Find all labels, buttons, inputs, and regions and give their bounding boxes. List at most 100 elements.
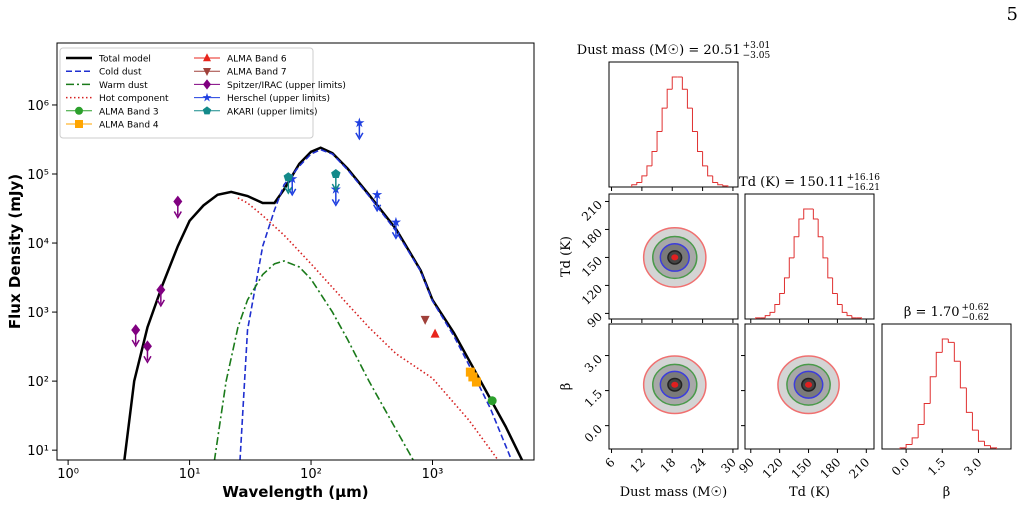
histogram-step bbox=[631, 184, 637, 187]
histogram-step bbox=[702, 151, 708, 167]
panel-title: β = 1.70 bbox=[904, 305, 960, 320]
histogram-step bbox=[686, 89, 693, 109]
histogram-step bbox=[666, 88, 673, 109]
histogram-step bbox=[779, 292, 785, 305]
histogram-step bbox=[941, 338, 949, 353]
x-tick-label: 120 bbox=[760, 455, 786, 481]
histogram-step bbox=[841, 304, 848, 313]
y-tick-label: 10⁴ bbox=[27, 237, 49, 252]
y-tick-label: 10³ bbox=[27, 306, 49, 321]
histogram-step bbox=[661, 107, 668, 132]
legend-label: Total model bbox=[98, 55, 151, 65]
x-tick-label: 210 bbox=[846, 455, 872, 481]
histogram-step bbox=[971, 412, 979, 431]
x-tick-label: 10² bbox=[300, 467, 322, 482]
contour-peak bbox=[671, 254, 679, 261]
panel-title: Td (K) = 150.11 bbox=[739, 175, 845, 190]
x-tick-label: 90 bbox=[736, 455, 757, 476]
upper-limit-head bbox=[156, 299, 165, 308]
x-tick-label: 10³ bbox=[422, 467, 444, 482]
data-point bbox=[331, 169, 341, 179]
y-tick-label: 120 bbox=[579, 282, 605, 308]
panel-title-sub: −0.62 bbox=[962, 313, 990, 323]
data-point bbox=[287, 173, 298, 184]
histogram-step bbox=[817, 219, 823, 238]
histogram-step bbox=[929, 376, 937, 404]
histogram-step bbox=[953, 342, 961, 362]
upper-limit-head bbox=[355, 132, 364, 141]
histogram-step bbox=[769, 311, 775, 316]
panel-frame bbox=[744, 193, 875, 320]
histogram-step bbox=[959, 361, 967, 389]
model-curve bbox=[213, 260, 415, 460]
upper-limit-head bbox=[331, 183, 340, 192]
histogram-step bbox=[822, 236, 828, 259]
panel-title-sub: −3.05 bbox=[743, 51, 771, 61]
model-curve bbox=[237, 197, 499, 460]
data-point bbox=[173, 195, 183, 208]
histogram-step bbox=[646, 165, 652, 176]
histogram-step bbox=[681, 77, 688, 90]
legend-label: ALMA Band 3 bbox=[99, 107, 159, 117]
legend-marker bbox=[202, 106, 212, 115]
histogram-step bbox=[917, 424, 925, 438]
histogram-step bbox=[846, 312, 852, 317]
y-tick-label: 10² bbox=[27, 375, 49, 390]
histogram-step bbox=[707, 165, 713, 177]
histogram-step bbox=[783, 277, 790, 294]
histogram-step bbox=[911, 437, 919, 445]
histogram-step bbox=[722, 184, 729, 187]
data-point bbox=[430, 328, 440, 338]
data-point bbox=[142, 340, 152, 353]
histogram-step bbox=[803, 208, 809, 219]
upper-limit-head bbox=[131, 339, 140, 348]
histogram-step bbox=[827, 257, 833, 279]
contour-peak bbox=[805, 381, 813, 388]
histogram-step bbox=[641, 175, 647, 183]
legend-label: Warm dust bbox=[99, 81, 148, 91]
x-axis-label: Dust mass (M☉) bbox=[620, 485, 728, 500]
histogram-step bbox=[812, 209, 819, 220]
histogram-step bbox=[717, 182, 723, 186]
histogram-step bbox=[851, 315, 857, 319]
histogram-step bbox=[977, 430, 985, 442]
histogram-step bbox=[691, 108, 698, 132]
x-axis-label: Wavelength (μm) bbox=[222, 483, 368, 501]
panel-frame bbox=[608, 193, 739, 320]
y-tick-label: 10⁵ bbox=[27, 168, 49, 183]
histogram-step bbox=[656, 130, 663, 152]
upper-limit-head bbox=[173, 211, 182, 219]
panel-frame bbox=[608, 61, 739, 188]
legend-marker bbox=[202, 92, 212, 102]
data-point bbox=[283, 172, 294, 182]
upper-limit-head bbox=[372, 204, 382, 213]
histogram-step bbox=[798, 218, 804, 237]
upper-limit-head bbox=[331, 198, 340, 207]
histogram-step bbox=[832, 277, 838, 294]
data-point bbox=[420, 315, 430, 325]
y-axis-label: Td (K) bbox=[559, 236, 574, 277]
y-axis-label: Flux Density (mJy) bbox=[6, 174, 24, 329]
x-tick-label: 10¹ bbox=[179, 467, 201, 482]
x-tick-label: 18 bbox=[658, 455, 679, 476]
data-point bbox=[354, 117, 365, 128]
y-tick-label: 0.0 bbox=[582, 422, 605, 445]
y-tick-label: 90 bbox=[584, 310, 605, 331]
histogram-step bbox=[856, 317, 862, 319]
histogram-step bbox=[788, 257, 795, 278]
y-tick-label: 10⁶ bbox=[27, 99, 49, 114]
x-tick-label: 6 bbox=[602, 455, 617, 470]
y-tick-label: 180 bbox=[579, 226, 605, 252]
y-tick-label: 210 bbox=[579, 198, 605, 224]
histogram-step bbox=[965, 387, 973, 413]
plot-area bbox=[123, 117, 524, 460]
x-tick-label: 24 bbox=[688, 455, 709, 476]
panel-title-sup: +0.62 bbox=[962, 303, 990, 313]
legend-marker bbox=[75, 120, 83, 128]
data-point bbox=[371, 189, 383, 200]
x-tick-label: 12 bbox=[627, 455, 648, 476]
panel-title-sub: −16.21 bbox=[847, 183, 880, 193]
histogram-step bbox=[671, 76, 678, 90]
y-tick-label: 150 bbox=[579, 254, 605, 280]
x-tick-label: 3.0 bbox=[961, 455, 984, 478]
